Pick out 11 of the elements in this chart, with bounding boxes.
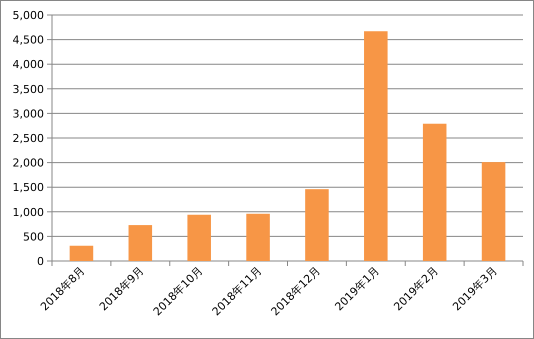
y-tick-label: 2,000 [12, 156, 44, 170]
y-tick-label: 4,500 [12, 34, 44, 47]
y-tick-label: 1,500 [12, 181, 44, 194]
y-tick-label: 0 [37, 255, 44, 268]
y-tick-label: 3,000 [12, 107, 44, 120]
y-tick-label: 500 [23, 230, 44, 244]
y-tick-label: 3,500 [12, 82, 44, 96]
y-tick-label: 5,000 [12, 9, 44, 22]
y-tick-label: 4,000 [12, 58, 44, 72]
y-tick-label: 1,000 [12, 206, 44, 219]
y-tick-label: 2,500 [12, 132, 44, 145]
